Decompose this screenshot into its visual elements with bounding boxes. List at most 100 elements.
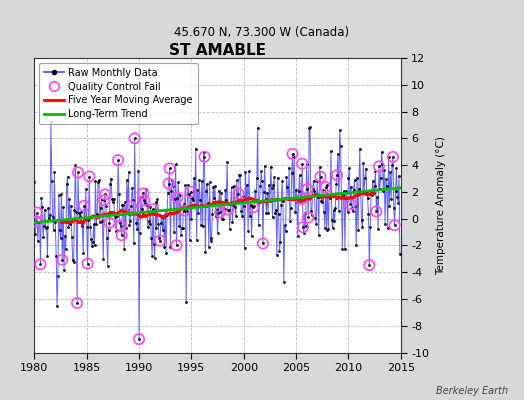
Point: [316, 174, 325, 180]
Point: [120, 246, 128, 252]
Point: [233, 198, 242, 204]
Point: [119, 202, 127, 208]
Point: [130, 135, 139, 142]
Point: [311, 215, 320, 221]
Point: [116, 223, 125, 229]
Point: [347, 184, 355, 190]
Point: [163, 190, 172, 196]
Point: [350, 187, 358, 194]
Point: [280, 278, 288, 285]
Point: [254, 124, 262, 131]
Point: [341, 245, 349, 252]
Point: [292, 187, 300, 193]
Point: [180, 208, 189, 214]
Point: [156, 238, 164, 244]
Point: [380, 167, 388, 174]
Point: [167, 188, 176, 194]
Point: [374, 226, 383, 232]
Point: [249, 204, 257, 210]
Point: [63, 174, 72, 180]
Point: [87, 236, 95, 242]
Point: [366, 224, 375, 230]
Point: [32, 218, 40, 225]
Point: [313, 178, 321, 185]
Point: [95, 218, 104, 225]
Point: [114, 157, 122, 164]
Point: [97, 195, 106, 202]
Point: [70, 206, 79, 213]
Point: [198, 178, 206, 184]
Point: [392, 164, 400, 171]
Point: [150, 255, 159, 262]
Point: [181, 182, 190, 188]
Point: [215, 188, 224, 194]
Point: [130, 135, 139, 142]
Point: [296, 198, 304, 204]
Point: [137, 194, 145, 200]
Point: [280, 222, 289, 229]
Point: [155, 235, 163, 241]
Point: [143, 202, 151, 208]
Point: [73, 300, 81, 306]
Point: [220, 200, 228, 207]
Point: [149, 206, 157, 212]
Point: [382, 176, 390, 182]
Point: [320, 208, 328, 215]
Point: [179, 225, 187, 232]
Point: [134, 168, 143, 174]
Point: [165, 180, 173, 187]
Point: [185, 237, 194, 243]
Point: [148, 252, 156, 259]
Point: [36, 261, 45, 268]
Point: [127, 203, 135, 210]
Point: [389, 205, 398, 212]
Point: [85, 173, 93, 180]
Point: [104, 227, 113, 233]
Point: [103, 262, 112, 269]
Point: [219, 216, 227, 222]
Point: [312, 221, 320, 227]
Point: [204, 200, 212, 206]
Point: [309, 178, 318, 184]
Point: [334, 150, 342, 157]
Point: [227, 184, 236, 191]
Point: [327, 148, 335, 155]
Point: [81, 217, 89, 223]
Point: [254, 222, 263, 228]
Point: [105, 220, 114, 226]
Point: [281, 228, 290, 234]
Point: [54, 192, 63, 198]
Point: [315, 164, 324, 170]
Point: [223, 159, 232, 166]
Point: [246, 202, 255, 208]
Point: [65, 196, 73, 202]
Point: [321, 224, 329, 231]
Point: [390, 222, 399, 228]
Point: [351, 202, 359, 209]
Point: [377, 175, 385, 181]
Point: [297, 196, 305, 202]
Point: [49, 214, 57, 220]
Point: [133, 225, 141, 232]
Point: [94, 179, 102, 185]
Point: [336, 142, 345, 149]
Point: [266, 197, 274, 204]
Point: [74, 169, 82, 176]
Point: [323, 182, 332, 188]
Point: [197, 222, 205, 228]
Point: [332, 181, 341, 187]
Point: [72, 209, 80, 216]
Point: [288, 151, 297, 157]
Point: [62, 181, 71, 188]
Point: [389, 154, 397, 160]
Point: [147, 234, 156, 241]
Point: [267, 185, 276, 191]
Point: [283, 184, 291, 190]
Point: [74, 210, 83, 216]
Point: [37, 194, 46, 201]
Point: [34, 238, 42, 244]
Point: [175, 222, 183, 229]
Point: [289, 195, 298, 201]
Point: [328, 217, 336, 223]
Point: [234, 190, 243, 197]
